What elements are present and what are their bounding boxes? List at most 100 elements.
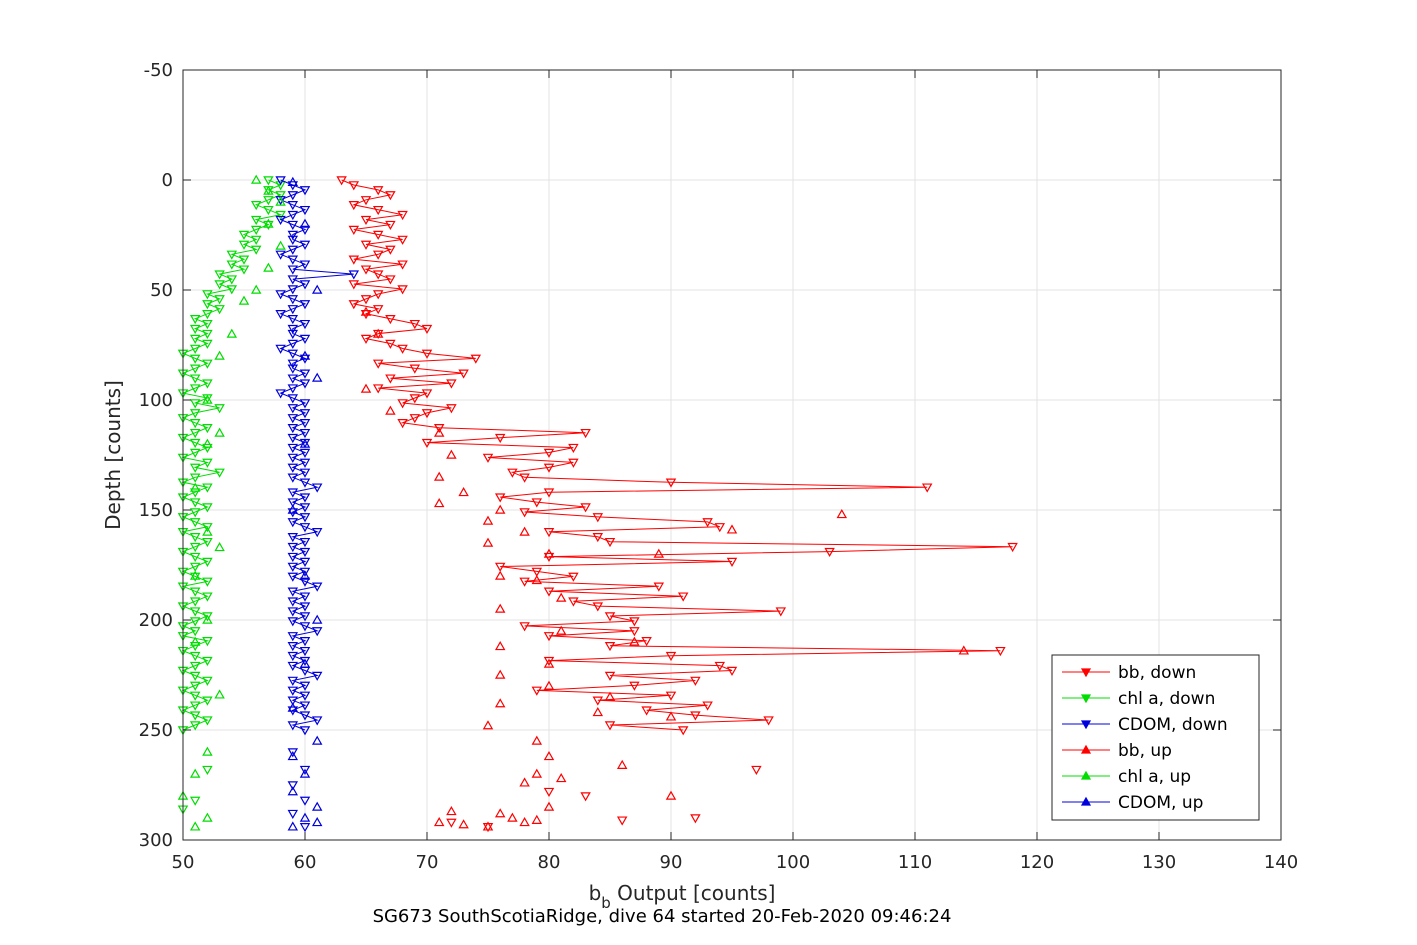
cdom-down-marker <box>287 508 299 518</box>
bb-down-marker <box>494 493 506 503</box>
bb-up-marker <box>519 777 530 787</box>
bb-down-marker <box>580 792 591 802</box>
bb-down-marker <box>641 637 652 647</box>
bb-up-marker <box>629 636 640 646</box>
chl-a-down-marker <box>214 295 225 305</box>
cdom-up-marker <box>299 658 311 668</box>
chl-a-down-marker <box>226 250 238 260</box>
bb-down-marker <box>446 379 457 389</box>
series-line-bb-down <box>341 179 1013 731</box>
cdom-down-marker <box>287 572 299 582</box>
legend-entry: chl a, up <box>1118 767 1191 787</box>
chl-a-up-marker <box>214 427 225 437</box>
bb-down-marker <box>604 642 616 652</box>
chl-a-down-marker <box>226 260 238 270</box>
cdom-down-marker <box>287 394 299 404</box>
bb-down-marker <box>519 473 530 483</box>
cdom-down-marker <box>287 473 299 483</box>
chl-a-up-marker <box>250 284 262 294</box>
legend-marker <box>1080 720 1092 730</box>
bb-up-marker <box>494 570 506 580</box>
bb-down-marker <box>604 612 616 622</box>
cdom-down-marker <box>287 275 299 285</box>
cdom-down-marker <box>299 468 311 478</box>
y-tick-label: 200 <box>139 610 173 631</box>
cdom-down-marker <box>299 547 311 558</box>
cdom-down-marker <box>299 567 311 577</box>
bb-down-marker <box>824 547 835 558</box>
bb-up-marker <box>543 801 555 811</box>
chl-a-down-marker <box>202 676 213 686</box>
cdom-down-marker <box>287 364 299 374</box>
x-axis-label-main: b <box>589 881 602 905</box>
cdom-up-marker <box>299 570 311 580</box>
chl-a-down-marker <box>189 419 201 429</box>
chl-a-down-marker <box>250 201 262 211</box>
bb-down-marker <box>385 314 396 325</box>
chl-a-down-marker <box>202 637 213 647</box>
chl-a-down-marker <box>189 721 201 731</box>
legend-marker <box>1080 796 1092 806</box>
cdom-down-marker <box>299 602 311 612</box>
bb-down-marker <box>592 513 604 523</box>
chl-a-down-marker <box>263 196 274 206</box>
y-tick-label: 100 <box>139 390 173 411</box>
bb-down-marker <box>385 245 396 255</box>
bb-down-marker <box>580 503 591 513</box>
cdom-up-marker <box>287 702 299 712</box>
cdom-up-marker <box>311 816 323 827</box>
chl-a-up-marker <box>189 636 201 646</box>
chl-a-down-marker <box>202 359 213 369</box>
legend-entry: chl a, down <box>1118 689 1215 709</box>
cdom-down-marker <box>299 523 311 533</box>
cdom-down-marker <box>287 453 299 463</box>
chl-a-down-marker <box>189 642 201 652</box>
chl-a-up-marker <box>189 570 201 580</box>
chl-a-down-marker <box>189 661 201 671</box>
bb-up-marker <box>360 306 372 316</box>
bb-down-marker <box>690 676 701 686</box>
chl-a-down-marker <box>202 483 213 493</box>
chl-a-down-marker <box>214 468 225 478</box>
cdom-down-marker <box>287 255 299 265</box>
cdom-down-marker <box>299 448 311 458</box>
bb-down-marker <box>507 468 518 478</box>
chl-a-down-marker <box>189 691 201 701</box>
chl-a-down-marker <box>189 344 201 354</box>
cdom-down-marker <box>299 612 311 622</box>
chl-a-down-marker <box>189 409 201 419</box>
bb-down-marker <box>433 423 445 434</box>
bb-down-marker <box>446 818 457 828</box>
chl-a-down-marker <box>226 275 238 285</box>
bb-up-marker <box>665 790 677 800</box>
bb-down-marker <box>531 498 543 508</box>
plot-frame <box>182 69 1282 841</box>
cdom-down-marker <box>299 765 311 776</box>
cdom-down-marker <box>287 607 299 617</box>
chl-a-up-marker <box>202 394 213 404</box>
chl-a-down-marker <box>189 488 201 498</box>
y-tick-label: -50 <box>144 60 173 81</box>
legend-entry: CDOM, up <box>1118 793 1203 813</box>
chl-a-down-marker <box>189 572 201 582</box>
cdom-down-marker <box>287 617 299 627</box>
chl-a-down-marker <box>189 334 201 344</box>
bb-down-marker <box>372 384 384 394</box>
chl-a-down-marker <box>214 404 225 414</box>
y-axis-label: Depth [counts] <box>101 380 125 530</box>
cdom-down-marker <box>287 329 299 340</box>
bb-up-marker <box>604 691 616 701</box>
cdom-down-marker <box>287 339 299 349</box>
bb-down-marker <box>372 186 384 196</box>
bb-up-marker <box>555 625 567 635</box>
bb-down-marker <box>543 448 555 458</box>
series-cdom-up <box>287 176 323 831</box>
cdom-down-marker <box>287 414 299 424</box>
bb-down-marker <box>446 404 457 414</box>
bb-down-marker <box>629 617 640 627</box>
bb-down-marker <box>677 592 689 602</box>
cdom-down-marker <box>299 493 311 503</box>
chl-down-marker <box>189 796 201 806</box>
chl-a-down-marker <box>189 473 201 483</box>
